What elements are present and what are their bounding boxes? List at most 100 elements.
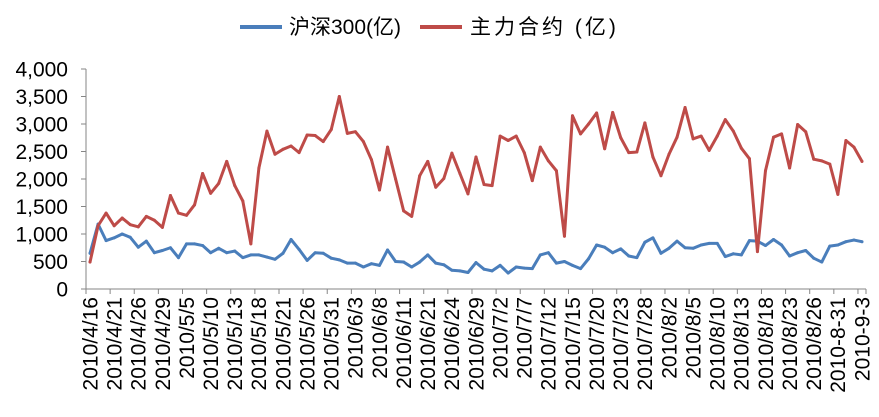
data-point-hs300 bbox=[265, 255, 269, 259]
data-point-main-contract bbox=[860, 159, 864, 163]
data-point-main-contract bbox=[715, 134, 719, 138]
data-point-main-contract bbox=[193, 203, 197, 207]
data-point-main-contract bbox=[337, 95, 341, 98]
data-point-hs300 bbox=[619, 247, 623, 251]
data-point-hs300 bbox=[570, 263, 574, 267]
data-point-hs300 bbox=[450, 268, 454, 272]
x-tick-label: 2010/7/2 bbox=[489, 297, 512, 379]
data-point-hs300 bbox=[514, 265, 518, 269]
data-point-hs300 bbox=[353, 261, 357, 265]
data-point-hs300 bbox=[434, 261, 438, 265]
x-tick-label: 2010-9-3 bbox=[851, 297, 874, 381]
data-point-main-contract bbox=[820, 159, 824, 163]
data-point-hs300 bbox=[562, 260, 566, 263]
data-point-hs300 bbox=[329, 256, 333, 260]
data-point-hs300 bbox=[369, 262, 373, 266]
data-point-hs300 bbox=[828, 244, 832, 248]
data-point-hs300 bbox=[474, 261, 478, 265]
x-tick-label: 2010/8/2 bbox=[658, 297, 681, 379]
data-point-hs300 bbox=[530, 267, 534, 271]
data-point-main-contract bbox=[249, 242, 253, 246]
data-point-main-contract bbox=[490, 184, 494, 188]
data-point-hs300 bbox=[844, 240, 848, 244]
y-tick-label: 500 bbox=[33, 251, 68, 274]
legend-item-main-contract: 主力合约 (亿) bbox=[420, 16, 616, 39]
x-tick-label: 2010/6/11 bbox=[393, 297, 416, 389]
data-point-hs300 bbox=[297, 247, 301, 251]
data-point-main-contract bbox=[353, 130, 357, 134]
data-point-main-contract bbox=[836, 192, 840, 196]
x-tick-label: 2010/5/21 bbox=[272, 297, 295, 390]
data-point-main-contract bbox=[562, 234, 566, 238]
x-tick-label: 2010/6/8 bbox=[369, 297, 392, 379]
data-point-main-contract bbox=[812, 157, 816, 161]
data-point-hs300 bbox=[426, 253, 430, 257]
x-tick-label: 2010/8/26 bbox=[803, 297, 826, 390]
data-point-main-contract bbox=[418, 174, 422, 178]
x-tick-label: 2010/4/26 bbox=[128, 297, 151, 390]
data-point-main-contract bbox=[265, 129, 269, 133]
x-tick-label: 2010/8/5 bbox=[682, 297, 705, 379]
data-point-main-contract bbox=[651, 155, 655, 159]
data-point-hs300 bbox=[136, 245, 140, 249]
data-point-main-contract bbox=[128, 223, 132, 227]
data-point-main-contract bbox=[627, 151, 631, 155]
data-point-main-contract bbox=[691, 137, 695, 141]
data-point-main-contract bbox=[772, 135, 776, 139]
data-point-hs300 bbox=[707, 241, 711, 245]
y-tick-label: 1,500 bbox=[15, 196, 68, 219]
data-point-hs300 bbox=[402, 260, 406, 264]
data-point-hs300 bbox=[176, 256, 180, 260]
legend: 沪深300(亿) 主力合约 (亿) bbox=[240, 16, 616, 39]
y-tick-label: 0 bbox=[56, 278, 68, 301]
data-point-main-contract bbox=[780, 132, 784, 136]
x-tick-label: 2010/5/5 bbox=[176, 297, 199, 379]
x-tick-label: 2010/5/13 bbox=[224, 297, 247, 390]
data-point-hs300 bbox=[731, 252, 735, 256]
data-point-hs300 bbox=[546, 251, 550, 255]
data-point-main-contract bbox=[233, 184, 237, 188]
data-point-hs300 bbox=[120, 232, 124, 236]
data-point-hs300 bbox=[659, 251, 663, 255]
y-tick-label: 2,500 bbox=[15, 141, 68, 164]
x-tick-label: 2010/4/16 bbox=[79, 297, 102, 390]
data-point-hs300 bbox=[249, 253, 253, 257]
data-point-main-contract bbox=[466, 192, 470, 196]
data-point-hs300 bbox=[386, 248, 390, 252]
data-point-hs300 bbox=[836, 243, 840, 247]
data-point-main-contract bbox=[394, 177, 398, 181]
data-point-main-contract bbox=[538, 145, 542, 149]
data-point-main-contract bbox=[209, 191, 213, 195]
data-point-hs300 bbox=[860, 240, 864, 244]
x-tick-label: 2010/8/23 bbox=[779, 297, 802, 390]
data-point-hs300 bbox=[193, 242, 197, 246]
data-point-hs300 bbox=[144, 239, 148, 243]
data-point-main-contract bbox=[611, 110, 615, 114]
data-point-main-contract bbox=[474, 155, 478, 159]
data-point-hs300 bbox=[168, 246, 172, 250]
data-point-hs300 bbox=[482, 267, 486, 271]
data-point-main-contract bbox=[546, 159, 550, 163]
y-tick-label: 4,000 bbox=[15, 58, 68, 81]
data-point-main-contract bbox=[96, 224, 100, 228]
data-point-hs300 bbox=[378, 263, 382, 267]
data-point-main-contract bbox=[305, 133, 309, 137]
data-point-hs300 bbox=[185, 242, 189, 246]
data-point-hs300 bbox=[160, 249, 164, 252]
data-point-hs300 bbox=[603, 245, 607, 249]
x-tick-label: 2010/4/29 bbox=[152, 297, 175, 390]
data-point-main-contract bbox=[707, 148, 711, 152]
data-point-hs300 bbox=[337, 258, 341, 262]
data-point-hs300 bbox=[466, 271, 470, 274]
data-point-main-contract bbox=[297, 151, 301, 155]
data-point-hs300 bbox=[852, 238, 856, 242]
data-point-main-contract bbox=[498, 134, 502, 138]
data-point-hs300 bbox=[394, 260, 398, 263]
data-point-main-contract bbox=[345, 131, 349, 135]
data-point-main-contract bbox=[828, 162, 832, 166]
data-point-hs300 bbox=[104, 239, 108, 243]
data-point-main-contract bbox=[570, 114, 574, 118]
data-point-main-contract bbox=[643, 121, 647, 125]
data-point-main-contract bbox=[514, 134, 518, 138]
